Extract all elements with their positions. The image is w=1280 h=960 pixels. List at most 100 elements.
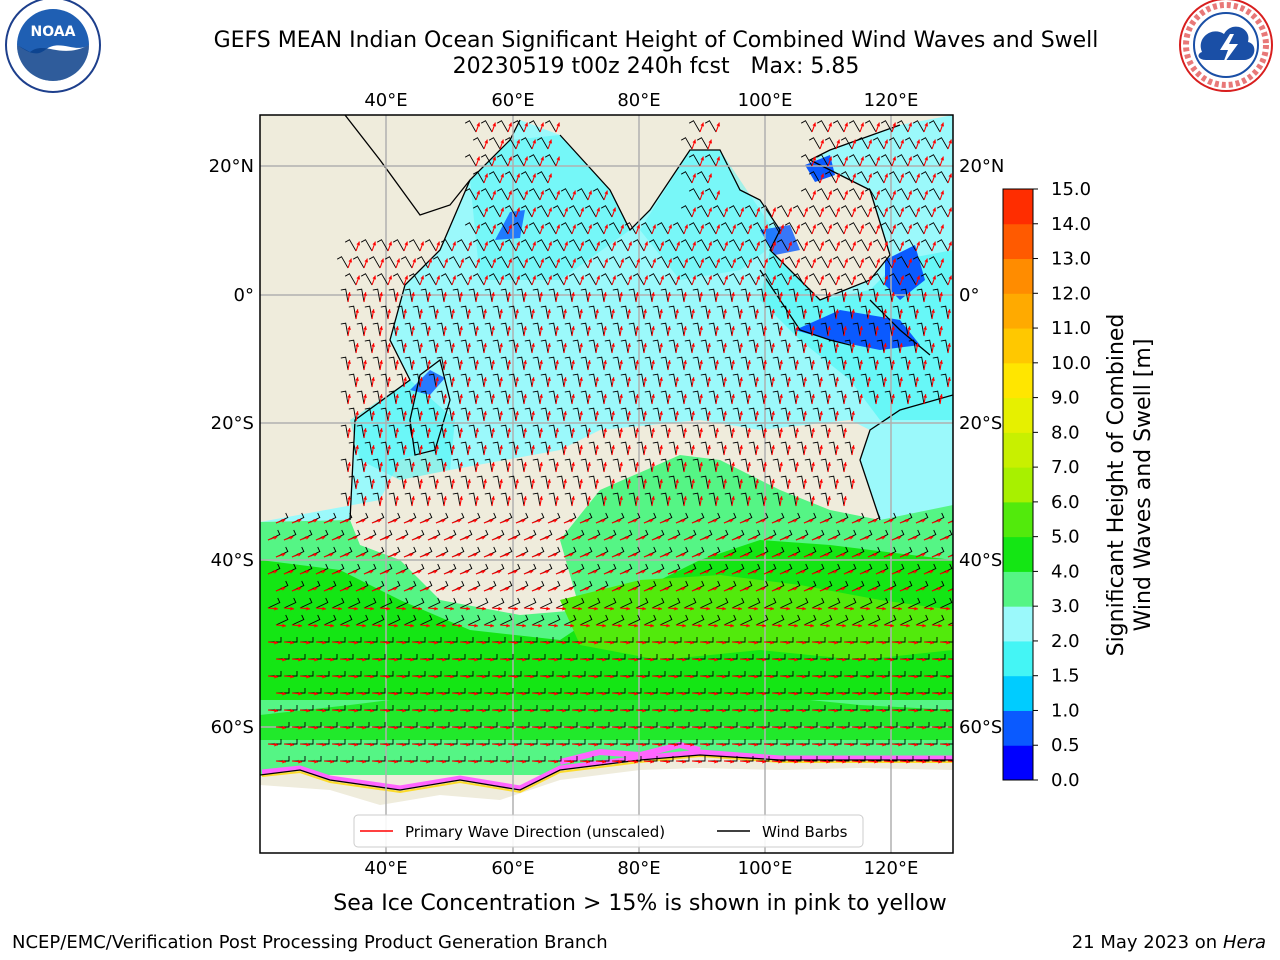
wind-barb xyxy=(768,256,781,269)
colorbar-segment xyxy=(1003,189,1033,225)
wind-barb xyxy=(636,407,645,422)
wave-arrow-head xyxy=(562,606,566,611)
wave-arrow-head xyxy=(409,553,414,557)
wind-barb xyxy=(556,475,565,490)
footer-date-text: 21 May 2023 on xyxy=(1071,932,1218,953)
wave-arrow-head xyxy=(898,640,902,645)
wave-arrow-head xyxy=(508,224,512,229)
wave-arrow-head xyxy=(386,708,390,713)
wind-barb xyxy=(684,339,693,354)
wave-arrow-head xyxy=(908,258,912,263)
wind-barb xyxy=(340,492,349,507)
wave-arrow-head xyxy=(626,674,630,679)
wind-barb xyxy=(587,597,601,609)
wave-arrow-head xyxy=(851,377,855,381)
wave-arrow-head xyxy=(948,139,952,144)
lat-labels-right: 20°N 0° 20°S 40°S 60°S xyxy=(959,156,1004,738)
wave-arrow-head xyxy=(516,173,520,178)
wave-arrow-head xyxy=(603,360,607,364)
wind-barb xyxy=(372,288,381,303)
wave-arrow-head xyxy=(852,139,856,144)
wave-arrow-head xyxy=(777,553,782,557)
wind-barb xyxy=(899,614,913,626)
wave-arrow-head xyxy=(426,725,430,730)
wind-barb xyxy=(891,597,905,609)
wind-barb xyxy=(540,373,549,388)
wave-arrow-head xyxy=(682,691,686,696)
wave-arrow-head xyxy=(676,241,680,246)
wave-arrow-head xyxy=(434,606,438,611)
wave-arrow-head xyxy=(531,377,535,381)
wave-arrow-head xyxy=(659,377,663,381)
wave-arrow-head xyxy=(540,190,544,195)
wind-barb xyxy=(532,492,541,507)
wave-arrow-head xyxy=(658,640,662,645)
wind-barb xyxy=(812,373,821,388)
wind-barb xyxy=(883,614,897,626)
wave-arrow-head xyxy=(305,570,310,574)
wave-arrow-head xyxy=(881,536,886,540)
wave-arrow-head xyxy=(731,292,735,296)
wind-barb xyxy=(672,256,685,269)
wave-arrow-head xyxy=(474,623,478,628)
wave-arrow-head xyxy=(889,553,894,557)
wave-arrow-head xyxy=(809,553,814,557)
wave-arrow-head xyxy=(715,326,719,330)
wave-arrow-head xyxy=(514,742,518,747)
wind-barb xyxy=(796,339,805,354)
wind-barb xyxy=(283,597,297,609)
wave-arrow-head xyxy=(953,553,957,557)
wave-arrow-head xyxy=(795,292,799,296)
wave-arrow-head xyxy=(700,122,704,127)
wave-arrow-head xyxy=(938,623,942,628)
wind-barb xyxy=(536,171,549,184)
wind-barb xyxy=(568,205,581,218)
wave-arrow-head xyxy=(946,742,950,747)
wave-arrow-head xyxy=(913,570,918,574)
wave-arrow-head xyxy=(707,309,711,313)
wave-arrow-head xyxy=(403,343,407,347)
wave-arrow-head xyxy=(811,326,815,330)
wind-barb xyxy=(556,407,565,422)
wind-barb xyxy=(708,424,717,439)
wind-barb xyxy=(868,288,877,303)
wind-barb xyxy=(340,322,349,337)
wind-barb xyxy=(832,256,845,269)
wave-arrow-head xyxy=(411,496,415,500)
wind-barb xyxy=(340,390,349,405)
wind-barb xyxy=(604,373,613,388)
wave-arrow-head xyxy=(298,691,302,696)
wave-arrow-head xyxy=(649,587,654,591)
wave-arrow-head xyxy=(921,553,926,557)
wind-barb xyxy=(372,458,381,473)
wind-barb xyxy=(504,171,517,184)
wind-barb xyxy=(372,322,381,337)
wave-arrow-head xyxy=(811,496,815,500)
wave-arrow-head xyxy=(700,258,704,263)
wind-barb xyxy=(892,373,901,388)
wave-arrow-head xyxy=(353,536,358,540)
wind-barb xyxy=(339,614,353,626)
colorbar-tick-label: 0.5 xyxy=(1051,735,1080,756)
wave-arrow-head xyxy=(602,759,606,764)
wave-arrow-head xyxy=(387,377,391,381)
wave-arrow-head xyxy=(834,640,838,645)
wind-barb xyxy=(691,614,705,626)
wave-arrow-head xyxy=(635,462,639,466)
wave-arrow-head xyxy=(868,139,872,144)
wave-arrow-head xyxy=(569,553,574,557)
wave-arrow-head xyxy=(820,241,824,246)
wave-arrow-head xyxy=(939,360,943,364)
wave-arrow-head xyxy=(746,759,750,764)
wave-arrow-head xyxy=(649,553,654,557)
wave-arrow-head xyxy=(684,224,688,229)
wave-arrow-head xyxy=(699,326,703,330)
wind-barb xyxy=(548,424,557,439)
wave-arrow-head xyxy=(938,725,942,730)
wave-arrow-head xyxy=(442,691,446,696)
wave-arrow-head xyxy=(707,479,711,483)
wave-arrow-head xyxy=(362,623,366,628)
wave-arrow-head xyxy=(601,553,606,557)
wave-arrow-head xyxy=(538,623,542,628)
wave-arrow-head xyxy=(442,759,446,764)
